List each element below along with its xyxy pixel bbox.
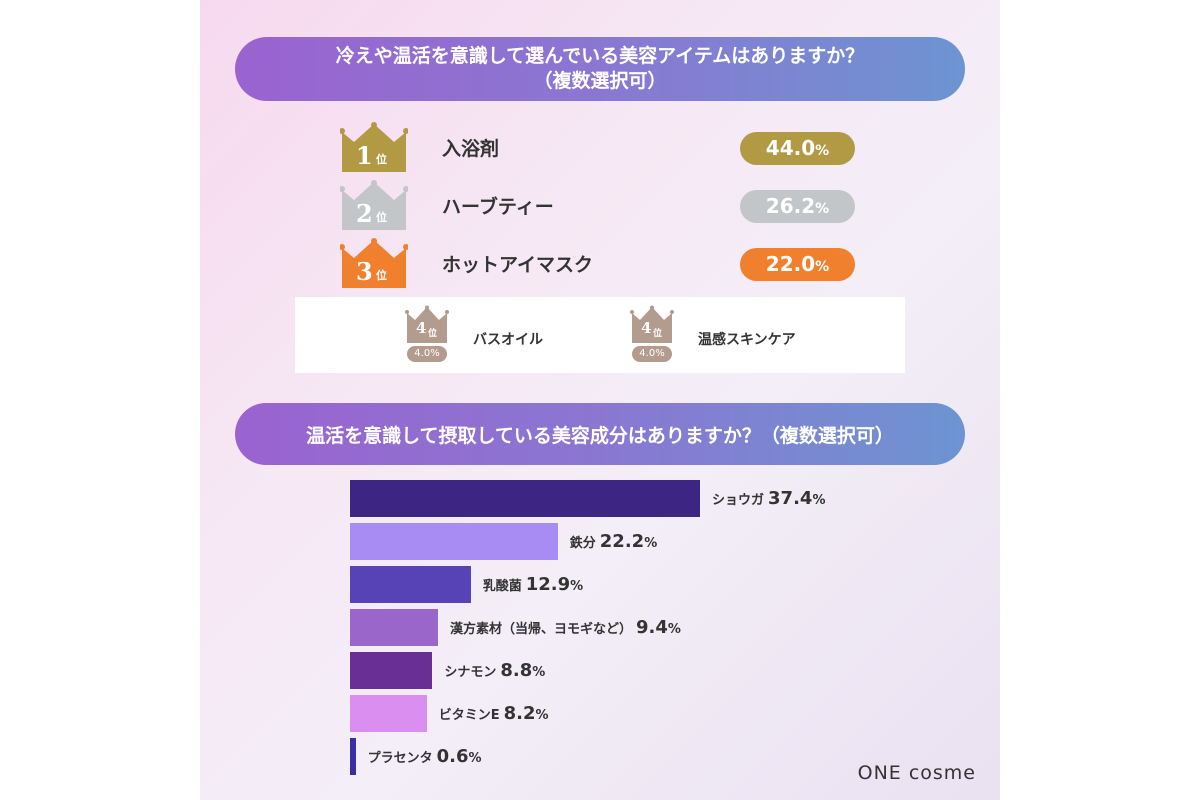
- rank-label: バスオイル: [473, 332, 543, 348]
- question-1-line-2: （複数選択可）: [533, 70, 667, 92]
- crown-icon-small: [630, 305, 674, 343]
- bar-value: 22.2: [599, 531, 645, 552]
- brand-logo: ONE cosme: [857, 762, 976, 784]
- question-2-text: 温活を意識して摂取している美容成分はありますか？（複数選択可）: [306, 424, 894, 447]
- rank-label: 入浴剤: [442, 138, 500, 160]
- infographic-card: 冷えや温活を意識して選んでいる美容アイテムはありますか？ （複数選択可） 1 位…: [200, 0, 1000, 800]
- bar-value: 0.6: [436, 746, 469, 767]
- bar-unit: %: [535, 708, 549, 723]
- rank-number: 2: [356, 199, 373, 228]
- question-1-line-1: 冷えや温活を意識して選んでいる美容アイテムはありますか？: [335, 45, 865, 67]
- rank-unit: 位: [376, 211, 387, 224]
- bar-chart: ショウガ 37.4% 鉄分 22.2% 乳酸菌 12.9% 漢方素材（当帰、ヨモギなど） 9.…: [350, 480, 910, 780]
- bar: [350, 609, 438, 646]
- bar: [350, 738, 356, 775]
- bar: [350, 523, 558, 560]
- rank-unit: 位: [376, 269, 387, 282]
- rank-percent-badge: 22.0%: [740, 248, 855, 281]
- crown-icon-bronze: [340, 238, 408, 288]
- bar-category: 鉄分: [569, 536, 596, 551]
- bar: [350, 652, 433, 689]
- rank-percent-sign: %: [815, 259, 830, 275]
- rank-number: 1: [356, 141, 373, 170]
- bar-value: 12.9: [525, 574, 571, 595]
- crown-icon-silver: [340, 180, 408, 230]
- fourth-place-item-1: 4 位 4.0% バスオイル: [405, 305, 665, 367]
- bar-unit: %: [570, 579, 584, 594]
- bar-unit: %: [468, 751, 482, 766]
- bar-value: 9.4: [635, 617, 668, 638]
- percent-pill: 4.0%: [632, 346, 672, 362]
- bar-category: プラセンタ: [367, 751, 433, 766]
- rank-value: 44.0: [765, 136, 816, 160]
- question-2-banner: 温活を意識して摂取している美容成分はありますか？（複数選択可）: [235, 403, 965, 465]
- rank-percent-sign: %: [815, 143, 830, 159]
- fourth-place-box: 4 位 4.0% バスオイル 4 位 4.0% 温感スキンケア: [295, 297, 905, 373]
- rank-row-1: 1 位 入浴剤 44.0%: [340, 122, 860, 172]
- rank-row-3: 3 位 ホットアイマスク 22.0%: [340, 238, 860, 288]
- bar-unit: %: [667, 622, 681, 637]
- bar-label: 鉄分 22.2%: [570, 523, 657, 560]
- rank-value: 26.2: [765, 194, 816, 218]
- question-1-banner: 冷えや温活を意識して選んでいる美容アイテムはありますか？ （複数選択可）: [235, 37, 965, 101]
- bar-value: 37.4: [768, 488, 813, 509]
- crown-icon-gold: [340, 122, 408, 172]
- rank-value: 22.0: [765, 252, 816, 276]
- rank-number: 4: [641, 319, 652, 337]
- rank-unit: 位: [653, 329, 663, 339]
- bar-category: 乳酸菌: [482, 579, 522, 594]
- fourth-place-item-2: 4 位 4.0% 温感スキンケア: [630, 305, 890, 367]
- rank-label: 温感スキンケア: [698, 332, 796, 348]
- bar: [350, 695, 427, 732]
- bar: [350, 566, 471, 603]
- bar-value: 8.2: [503, 703, 536, 724]
- bar-category: ショウガ: [712, 493, 765, 508]
- rank-label: ホットアイマスク: [442, 254, 594, 276]
- bar-label: 乳酸菌 12.9%: [483, 566, 583, 603]
- rank-unit: 位: [376, 153, 387, 166]
- bar-unit: %: [812, 493, 826, 508]
- bar-category: 漢方素材（当帰、ヨモギなど）: [449, 622, 632, 637]
- rank-row-2: 2 位 ハーブティー 26.2%: [340, 180, 860, 230]
- rank-percent-sign: %: [815, 201, 830, 217]
- bar-label: 漢方素材（当帰、ヨモギなど） 9.4%: [450, 609, 681, 646]
- rank-unit: 位: [428, 329, 438, 339]
- bar-value: 8.8: [500, 660, 533, 681]
- rank-number: 3: [356, 257, 373, 286]
- rank-label: ハーブティー: [442, 196, 554, 218]
- bar-label: プラセンタ 0.6%: [368, 738, 482, 775]
- bar-unit: %: [644, 536, 658, 551]
- bar-label: ビタミンE 8.2%: [439, 695, 549, 732]
- bar: [350, 480, 700, 517]
- rank-number: 4: [416, 319, 427, 337]
- bar-label: ショウガ 37.4%: [712, 480, 825, 517]
- bar-unit: %: [532, 665, 546, 680]
- percent-pill: 4.0%: [407, 346, 447, 362]
- crown-icon-small: [405, 305, 449, 343]
- bar-category: ビタミンE: [438, 708, 500, 723]
- rank-percent-badge: 26.2%: [740, 190, 855, 223]
- rank-percent-badge: 44.0%: [740, 132, 855, 165]
- bar-label: シナモン 8.8%: [444, 652, 545, 689]
- bar-category: シナモン: [444, 665, 497, 680]
